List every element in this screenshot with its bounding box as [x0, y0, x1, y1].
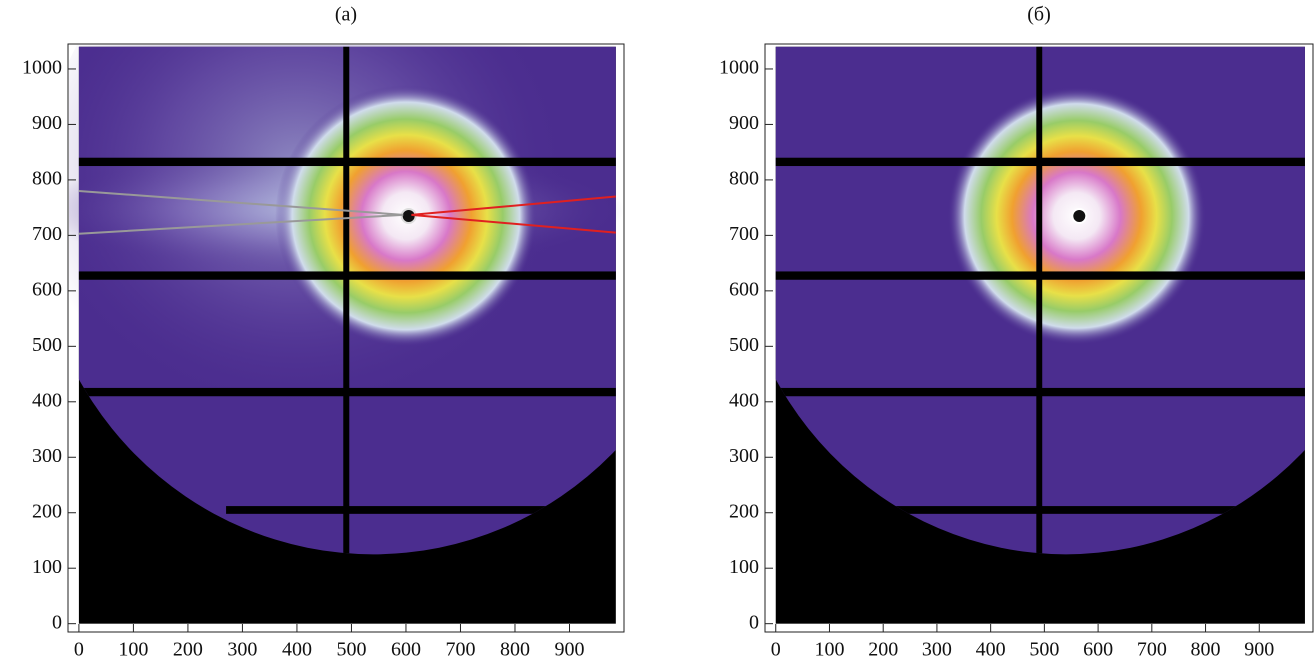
- y-tick-label: 900: [32, 112, 62, 134]
- x-tick-label: 500: [1029, 639, 1059, 661]
- sector-gray: [78, 190, 404, 235]
- y-tick-label: 500: [729, 334, 759, 356]
- x-tick-label: 800: [500, 639, 530, 661]
- y-tick-label: 200: [729, 500, 759, 522]
- x-tick-label: 900: [554, 639, 584, 661]
- detector-gap: [343, 46, 350, 555]
- detector: [775, 46, 1305, 555]
- x-tick-label: 200: [173, 639, 203, 661]
- x-tick-label: 200: [868, 639, 898, 661]
- y-tick-label: 100: [729, 556, 759, 578]
- x-tick-label: 300: [227, 639, 257, 661]
- y-tick-label: 500: [32, 334, 62, 356]
- y-tick-label: 600: [729, 278, 759, 300]
- detector: [69, 45, 624, 555]
- panel: (а) 0 100 200 300 400 500 600 700 800 900 0 100 200 30…: [22, 4, 625, 661]
- detector-image: [69, 45, 624, 624]
- panel-title: (б): [1027, 4, 1051, 26]
- x-tick-label: 700: [445, 639, 475, 661]
- detector-image: [775, 46, 1305, 624]
- x-tick-label: 500: [336, 639, 366, 661]
- x-tick-label: 600: [1083, 639, 1113, 661]
- y-tick-label: 600: [32, 278, 62, 300]
- x-tick-label: 100: [118, 639, 148, 661]
- y-tick-label: 300: [729, 445, 759, 467]
- x-tick-label: 100: [814, 639, 844, 661]
- detector-gap: [226, 506, 624, 514]
- panel: (б) 0 100 200 300 400 500 600 700 800 900 0 100 200 30…: [719, 4, 1314, 661]
- y-tick-label: 1000: [719, 57, 759, 79]
- y-tick-label: 800: [729, 167, 759, 189]
- x-tick-label: 400: [976, 639, 1006, 661]
- y-tick-label: 200: [32, 500, 62, 522]
- panel-title: (а): [335, 4, 357, 26]
- x-tick-label: 400: [282, 639, 312, 661]
- y-tick-label: 0: [52, 611, 62, 633]
- y-tick-label: 100: [32, 556, 62, 578]
- x-tick-label: 300: [922, 639, 952, 661]
- y-tick-label: 300: [32, 445, 62, 467]
- detector-gap: [1036, 46, 1043, 555]
- y-tick-label: 700: [729, 223, 759, 245]
- y-tick-label: 400: [729, 389, 759, 411]
- y-tick-label: 1000: [22, 57, 62, 79]
- y-tick-label: 700: [32, 223, 62, 245]
- x-tick-label: 600: [391, 639, 421, 661]
- y-tick-label: 400: [32, 389, 62, 411]
- y-tick-label: 900: [729, 112, 759, 134]
- sector-red: [411, 195, 616, 234]
- beam-stop: [1071, 207, 1088, 224]
- x-tick-label: 900: [1244, 639, 1274, 661]
- x-tick-label: 800: [1191, 639, 1221, 661]
- x-tick-label: 700: [1137, 639, 1167, 661]
- y-tick-label: 0: [749, 611, 759, 633]
- x-tick-label: 0: [771, 639, 781, 661]
- y-tick-label: 800: [32, 167, 62, 189]
- x-tick-label: 0: [74, 639, 84, 661]
